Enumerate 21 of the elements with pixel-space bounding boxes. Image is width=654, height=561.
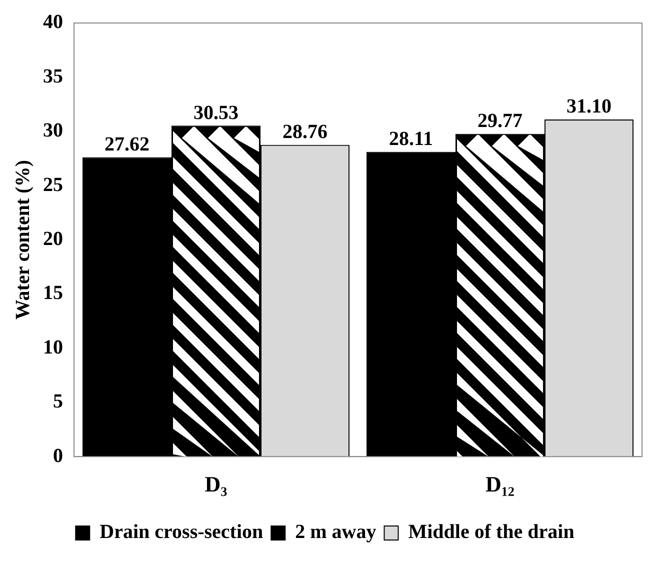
y-tick-label: 10 — [43, 336, 63, 358]
data-label: 27.62 — [104, 133, 150, 156]
y-tick-label: 15 — [43, 282, 63, 304]
legend-label: Drain cross-section — [100, 521, 264, 544]
x-tick-label: D₃ — [204, 471, 228, 496]
y-axis-title: Water content (%) — [12, 160, 34, 320]
y-tick-label: 5 — [53, 390, 63, 413]
y-tick-label: 25 — [43, 174, 63, 196]
data-label: 28.11 — [389, 128, 433, 150]
y-tick-label: 40 — [43, 11, 63, 34]
data-label: 28.76 — [282, 121, 328, 144]
y-tick-label: 0 — [53, 444, 63, 467]
legend-label: 2 m away — [295, 521, 376, 544]
data-label: 31.10 — [566, 96, 612, 118]
data-label: 30.53 — [194, 102, 238, 124]
x-tick-label: D₁₂ — [485, 471, 515, 496]
y-tick-label: 35 — [43, 65, 63, 88]
y-tick-label: 30 — [43, 120, 63, 142]
data-label: 29.77 — [478, 110, 522, 132]
y-tick-label: 20 — [43, 228, 63, 250]
legend-label: Middle of the drain — [408, 521, 574, 544]
